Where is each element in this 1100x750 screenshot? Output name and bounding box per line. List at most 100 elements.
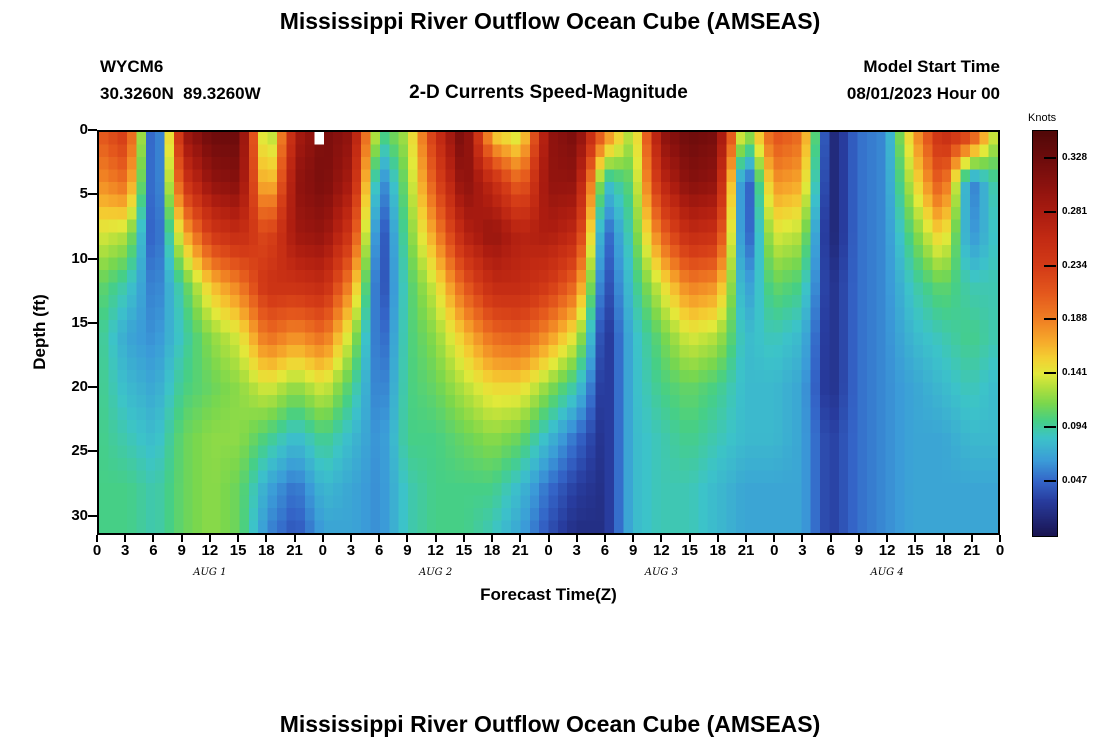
x-tick-mark xyxy=(208,535,211,542)
colorbar xyxy=(1032,130,1058,537)
x-tick-label: 3 xyxy=(798,542,807,559)
x-tick-mark xyxy=(688,535,691,542)
x-tick-label: 15 xyxy=(907,542,924,559)
x-tick-label: 0 xyxy=(544,542,553,559)
x-tick-mark xyxy=(321,535,324,542)
colorbar-tick-label: 0.047 xyxy=(1062,475,1088,486)
colorbar-tick-mark xyxy=(1044,265,1056,268)
day-label: AUG 1 xyxy=(193,567,227,578)
x-tick-mark xyxy=(491,535,494,542)
colorbar-unit-label: Knots xyxy=(1028,112,1057,124)
x-tick-label: 6 xyxy=(600,542,610,559)
x-tick-label: 0 xyxy=(318,542,327,559)
model-start-label: Model Start Time xyxy=(863,57,1000,76)
colorbar-tick-label: 0.281 xyxy=(1062,206,1088,218)
x-tick-label: 6 xyxy=(149,542,158,559)
colorbar-tick-mark xyxy=(1044,318,1056,320)
x-tick-label: 0 xyxy=(92,542,102,559)
x-tick-mark xyxy=(999,535,1001,542)
x-tick-label: 15 xyxy=(681,542,698,559)
colorbar-tick-mark xyxy=(1044,157,1056,160)
colorbar-tick-label: 0.328 xyxy=(1062,152,1088,164)
x-tick-label: 0 xyxy=(770,542,779,559)
x-tick-mark xyxy=(575,535,578,542)
colorbar-tick-label: 0.188 xyxy=(1062,313,1088,324)
y-tick-label: 30 xyxy=(71,506,88,524)
y-tick-label: 10 xyxy=(71,249,88,267)
y-tick-mark xyxy=(88,321,97,324)
x-tick-mark xyxy=(886,535,889,542)
x-tick-mark xyxy=(378,535,381,542)
x-tick-mark xyxy=(547,535,550,542)
x-tick-label: 9 xyxy=(177,542,186,559)
x-tick-label: 21 xyxy=(737,542,755,559)
x-tick-label: 21 xyxy=(511,542,529,559)
x-tick-mark xyxy=(914,535,917,542)
model-start-value: 08/01/2023 Hour 00 xyxy=(846,84,1000,103)
page-title: Mississippi River Outflow Ocean Cube (AM… xyxy=(279,8,821,34)
x-tick-label: 12 xyxy=(878,542,896,559)
x-tick-mark xyxy=(857,535,860,542)
x-tick-label: 3 xyxy=(121,542,130,559)
colorbar-tick-label: 0.094 xyxy=(1062,421,1088,432)
x-tick-mark xyxy=(349,535,352,542)
next-page-title: Mississippi River Outflow Ocean Cube (AM… xyxy=(279,711,821,737)
x-tick-mark xyxy=(942,535,945,542)
x-tick-label: 3 xyxy=(572,542,581,559)
heatmap-canvas xyxy=(99,132,998,533)
y-tick-label: 5 xyxy=(79,185,88,203)
y-tick-mark xyxy=(88,129,97,131)
x-tick-label: 18 xyxy=(257,542,275,559)
x-tick-mark xyxy=(237,535,240,542)
heatmap-plot xyxy=(97,130,1000,535)
x-tick-mark xyxy=(265,535,268,542)
day-label: AUG 3 xyxy=(644,567,678,578)
station-coordinates: 30.3260N 89.3260W xyxy=(100,84,261,103)
x-tick-label: 6 xyxy=(826,542,835,559)
day-label: AUG 4 xyxy=(870,567,904,578)
x-tick-label: 9 xyxy=(628,542,638,559)
y-tick-mark xyxy=(88,386,97,389)
x-tick-mark xyxy=(632,535,635,542)
x-tick-label: 12 xyxy=(653,542,670,559)
colorbar-canvas xyxy=(1033,131,1057,536)
x-tick-label: 6 xyxy=(375,542,384,559)
x-tick-mark xyxy=(180,535,183,542)
x-tick-mark xyxy=(293,535,296,542)
colorbar-tick-mark xyxy=(1044,480,1056,482)
y-tick-label: 0 xyxy=(79,121,88,138)
y-tick-label: 20 xyxy=(71,378,88,396)
y-tick-mark xyxy=(88,257,97,260)
y-tick-label: 25 xyxy=(71,442,88,460)
x-tick-mark xyxy=(152,535,155,542)
x-tick-label: 18 xyxy=(483,542,501,559)
x-tick-label: 3 xyxy=(346,542,356,559)
x-tick-mark xyxy=(124,535,127,542)
x-tick-mark xyxy=(406,535,409,542)
x-tick-label: 18 xyxy=(935,542,952,559)
colorbar-tick-mark xyxy=(1044,211,1056,214)
day-label: AUG 2 xyxy=(419,567,453,578)
x-tick-label: 21 xyxy=(963,542,981,559)
x-tick-mark xyxy=(970,535,973,542)
chart-subtitle: 2-D Currents Speed-Magnitude xyxy=(409,82,688,103)
x-tick-mark xyxy=(773,535,776,542)
colorbar-tick-mark xyxy=(1044,426,1056,428)
x-tick-mark xyxy=(660,535,663,542)
x-tick-mark xyxy=(801,535,804,542)
x-tick-label: 18 xyxy=(709,542,727,559)
y-axis-label: Depth (ft) xyxy=(30,294,49,370)
x-tick-label: 9 xyxy=(854,542,864,559)
x-tick-label: 12 xyxy=(201,542,219,559)
station-id: WYCM6 xyxy=(100,57,164,76)
x-tick-label: 12 xyxy=(427,542,444,559)
x-tick-mark xyxy=(829,535,832,542)
x-tick-mark xyxy=(519,535,522,542)
x-tick-mark xyxy=(603,535,606,542)
y-tick-label: 15 xyxy=(71,313,88,331)
x-tick-label: 0 xyxy=(995,542,1005,559)
x-tick-label: 9 xyxy=(403,542,412,559)
x-tick-label: 15 xyxy=(229,542,247,559)
colorbar-tick-label: 0.141 xyxy=(1062,367,1088,378)
